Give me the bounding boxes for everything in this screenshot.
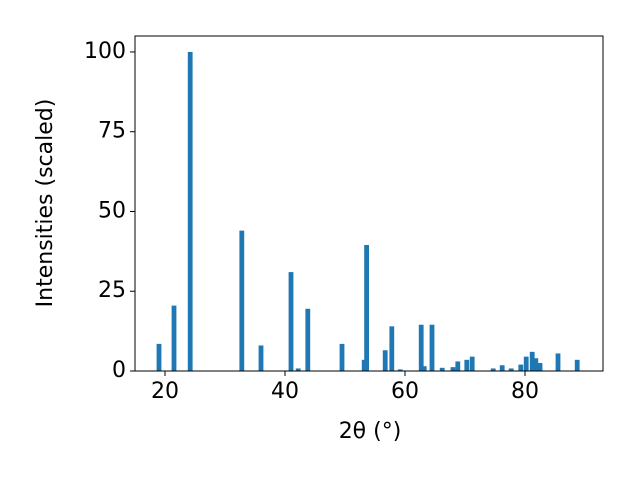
x-axis-label: 2θ (°) [339,419,402,444]
bar [258,345,264,371]
y-tick-label: 0 [112,358,126,383]
bar [339,343,345,371]
y-tick-label: 100 [84,39,126,64]
bar [508,368,514,371]
bar [429,324,435,371]
y-axis-label: Intensities (scaled) [33,99,58,308]
bar [499,365,505,371]
bar [464,359,470,371]
bar [288,272,294,371]
bar [389,326,395,371]
bar [421,366,427,371]
plot-frame [134,35,604,372]
x-tick-label: 40 [271,379,299,404]
bar [239,230,245,371]
bar [529,351,535,371]
x-tick-label: 60 [391,379,419,404]
bar [439,367,445,371]
bar [555,353,561,371]
bar [418,324,424,371]
bar [450,367,456,371]
bar [156,343,162,371]
bar [537,363,543,371]
y-tick-label: 50 [98,198,126,223]
x-tick-label: 80 [511,379,539,404]
y-tick-label: 25 [98,278,126,303]
bar [364,244,369,371]
bar [382,350,388,371]
x-tick-label: 20 [151,379,179,404]
bar [469,356,475,371]
bar [574,359,580,371]
bar [533,358,539,371]
bar [305,308,311,371]
bar [361,359,367,371]
bar [171,305,177,371]
bar [518,364,524,371]
bar [455,361,461,371]
bar [295,368,301,371]
bar [397,369,403,371]
bar [523,356,529,371]
y-tick-label: 75 [98,119,126,144]
bar [187,51,193,371]
bar [490,368,496,371]
